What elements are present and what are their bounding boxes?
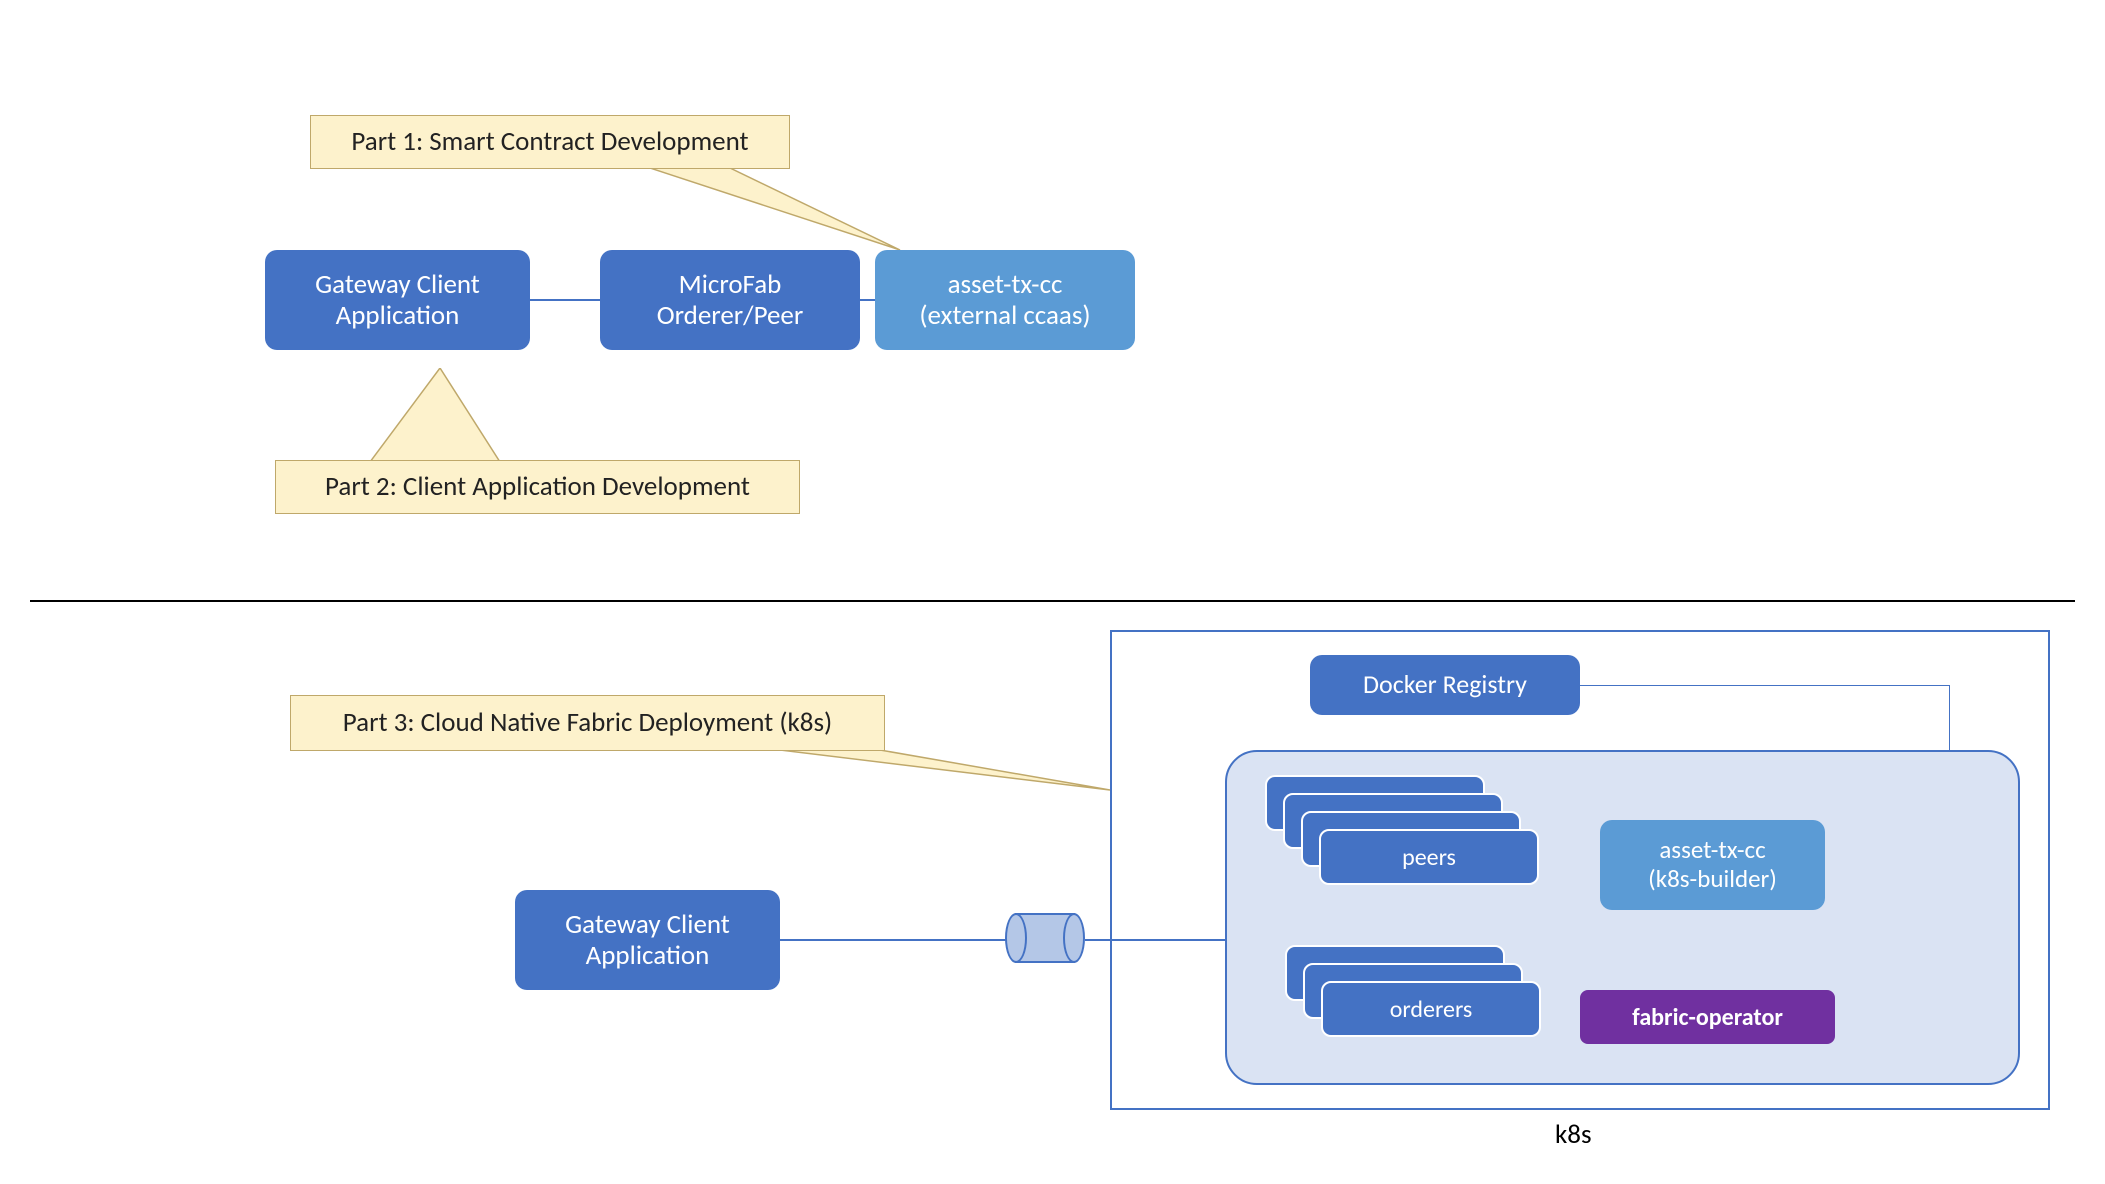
orderers-label: orderers bbox=[1390, 995, 1473, 1024]
k8s-label: k8s bbox=[1555, 1118, 1592, 1151]
section-divider bbox=[30, 600, 2075, 602]
microfab-box: MicroFab Orderer/Peer bbox=[600, 250, 860, 350]
connector-microfab-asset bbox=[860, 299, 875, 301]
docker-registry-label: Docker Registry bbox=[1363, 670, 1527, 700]
callout-part2-text: Part 2: Client Application Development bbox=[325, 471, 750, 502]
callout-part2: Part 2: Client Application Development bbox=[275, 460, 800, 514]
orderers-card-3: orderers bbox=[1321, 981, 1541, 1037]
peers-card-4: peers bbox=[1319, 829, 1539, 885]
asset-tx-cc-box-top: asset-tx-cc (external ccaas) bbox=[875, 250, 1135, 350]
fabric-operator-label: fabric-operator bbox=[1632, 1003, 1783, 1032]
microfab-label: MicroFab Orderer/Peer bbox=[657, 269, 804, 331]
gateway-client-box-bottom: Gateway Client Application bbox=[515, 890, 780, 990]
connector-gateway-cylinder bbox=[780, 939, 1010, 941]
docker-registry-box: Docker Registry bbox=[1310, 655, 1580, 715]
gateway-cylinder-icon bbox=[1005, 913, 1085, 963]
registry-line-h bbox=[1580, 685, 1950, 686]
asset-tx-cc-k8s-box: asset-tx-cc (k8s-builder) bbox=[1600, 820, 1825, 910]
peers-label: peers bbox=[1402, 843, 1456, 872]
callout-part1: Part 1: Smart Contract Development bbox=[310, 115, 790, 169]
asset-tx-cc-k8s-label: asset-tx-cc (k8s-builder) bbox=[1648, 836, 1777, 894]
gateway-client-box-top: Gateway Client Application bbox=[265, 250, 530, 350]
callout-part3: Part 3: Cloud Native Fabric Deployment (… bbox=[290, 695, 885, 751]
gateway-client-label: Gateway Client Application bbox=[315, 269, 480, 331]
gateway-client-bottom-label: Gateway Client Application bbox=[565, 909, 730, 971]
connector-gateway-microfab bbox=[530, 299, 600, 301]
connector-cylinder-inner bbox=[1085, 939, 1225, 941]
callout-part3-text: Part 3: Cloud Native Fabric Deployment (… bbox=[343, 707, 832, 738]
fabric-operator-box: fabric-operator bbox=[1580, 990, 1835, 1044]
asset-tx-cc-label: asset-tx-cc (external ccaas) bbox=[919, 269, 1090, 331]
callout3-tail bbox=[780, 750, 1130, 820]
callout1-tail bbox=[650, 168, 950, 258]
callout-part1-text: Part 1: Smart Contract Development bbox=[351, 126, 748, 157]
callout2-tail bbox=[370, 368, 570, 462]
